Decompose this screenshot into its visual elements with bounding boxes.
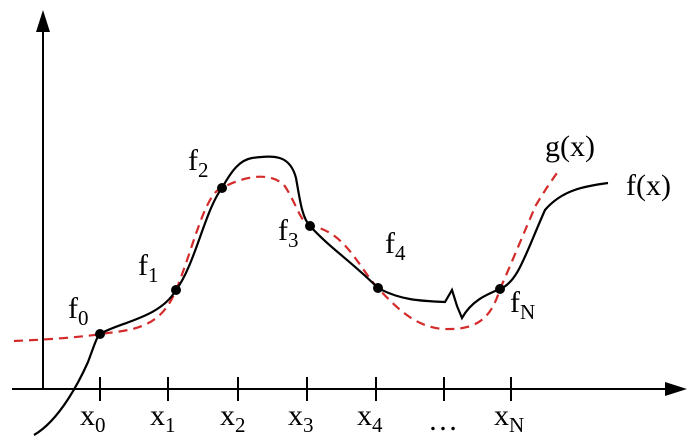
label-f4: f4 (385, 227, 406, 265)
y-axis-arrowhead (36, 10, 50, 32)
point-f1 (171, 285, 181, 295)
x-axis-arrowhead (665, 382, 687, 396)
point-labels: f0 f1 f2 f3 f4 fN f(x) g(x) (68, 130, 671, 330)
x-ticks (99, 377, 512, 401)
point-f3 (305, 221, 315, 231)
x-tick-labels: x0 x1 x2 x3 x4 … xN (80, 399, 524, 437)
label-f1: f1 (138, 249, 159, 287)
label-f2: f2 (188, 144, 209, 182)
point-f4 (373, 283, 383, 293)
f-curve (33, 155, 609, 436)
x-tick-label: x4 (357, 399, 383, 437)
label-fx: f(x) (626, 169, 671, 202)
label-f0: f0 (68, 292, 89, 330)
point-f0 (95, 329, 105, 339)
label-gx: g(x) (545, 130, 595, 163)
point-fN (495, 284, 505, 294)
axes (12, 10, 687, 396)
x-tick-label: … (428, 404, 458, 437)
x-tick-label: xN (494, 399, 524, 437)
point-f2 (217, 183, 227, 193)
label-fN: fN (510, 286, 535, 324)
label-f3: f3 (278, 214, 299, 252)
x-tick-label: x1 (150, 399, 176, 437)
x-tick-label: x2 (220, 399, 246, 437)
x-tick-label: x0 (80, 399, 106, 437)
data-points (95, 183, 505, 339)
g-curve (13, 172, 558, 343)
x-tick-label: x3 (288, 399, 314, 437)
